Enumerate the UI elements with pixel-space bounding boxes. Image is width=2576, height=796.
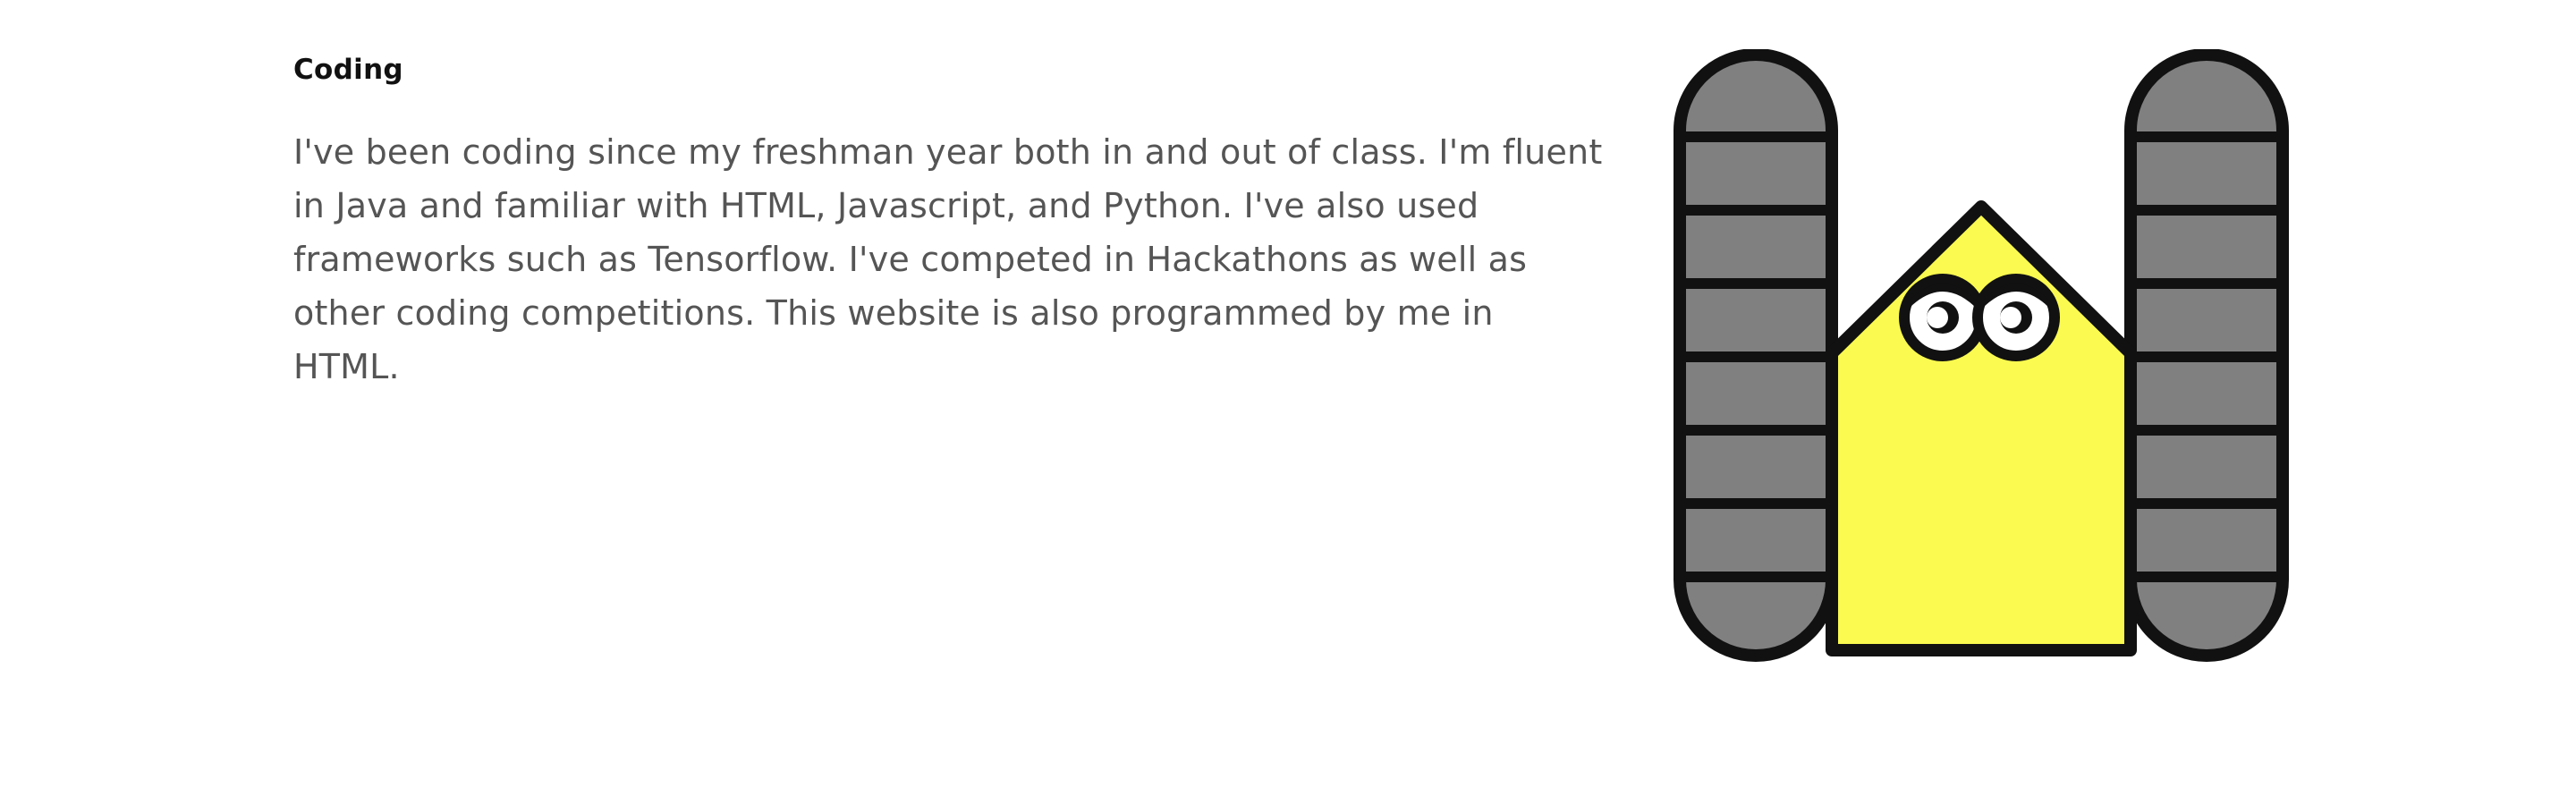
coding-text-column: Coding I've been coding since my freshma… bbox=[293, 50, 1608, 394]
left-track bbox=[1674, 49, 1838, 662]
section-paragraph: I've been coding since my freshman year … bbox=[293, 132, 1603, 386]
robot-mascot-svg bbox=[1674, 49, 2289, 662]
robot-mascot-icon bbox=[1673, 49, 2290, 662]
section-heading: Coding bbox=[293, 54, 403, 86]
robot-eyes bbox=[1899, 274, 2060, 361]
right-track bbox=[2124, 49, 2289, 662]
robot-body bbox=[1826, 200, 2137, 656]
